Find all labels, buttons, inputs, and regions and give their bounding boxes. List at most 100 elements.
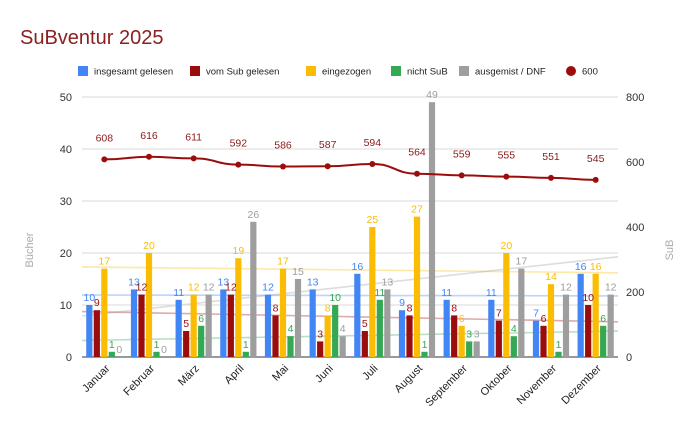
- bar-vom-sub-gelesen: [585, 305, 592, 357]
- data-label: 10: [83, 292, 95, 304]
- x-tick-label: August: [392, 363, 425, 396]
- line-point: [503, 173, 510, 180]
- data-label: 13: [381, 276, 393, 288]
- data-label: 3: [466, 328, 472, 340]
- bar-insgesamt-gelesen: [309, 289, 316, 357]
- bar-ausgemist-dnf: [250, 221, 257, 357]
- data-label: 1: [109, 339, 115, 351]
- line-data-label: 555: [498, 150, 516, 162]
- data-label: 27: [411, 204, 423, 216]
- line-point: [101, 156, 108, 163]
- data-label: 3: [474, 328, 480, 340]
- data-label: 20: [143, 240, 155, 252]
- data-label: 6: [600, 313, 606, 325]
- data-label: 7: [533, 308, 539, 320]
- bar-insgesamt-gelesen: [532, 320, 540, 357]
- legend-label: insgesamt gelesen: [94, 67, 173, 78]
- trendlines: [81, 256, 619, 342]
- bar-nicht-sub: [510, 336, 517, 357]
- data-label: 8: [325, 302, 331, 314]
- bar-ausgemist-dnf: [294, 279, 302, 357]
- bar-vom-sub-gelesen: [138, 294, 145, 357]
- data-label: 16: [575, 261, 587, 273]
- line-point: [280, 163, 286, 170]
- x-tick-label: Oktober: [478, 362, 514, 398]
- legend-label: ausgemist / DNF: [475, 67, 546, 78]
- line-data-label: 551: [542, 151, 560, 163]
- data-label: 25: [366, 214, 378, 226]
- line-point: [369, 160, 376, 167]
- line-point: [146, 153, 152, 160]
- data-label: 15: [292, 266, 304, 278]
- data-label: 11: [173, 287, 184, 299]
- bar-ausgemist-dnf: [607, 294, 614, 357]
- data-label: 9: [94, 297, 100, 309]
- bar-nicht-sub: [153, 351, 160, 357]
- line-data-label: 564: [408, 147, 426, 159]
- data-label: 3: [317, 328, 323, 340]
- legend-swatch: [391, 66, 401, 76]
- data-label: 26: [247, 209, 259, 221]
- bar-nicht-sub: [198, 325, 205, 357]
- data-label: 12: [262, 282, 274, 294]
- data-label: 11: [441, 287, 452, 299]
- data-label: 13: [128, 276, 140, 288]
- bar-ausgemist-dnf: [339, 336, 346, 357]
- bar-eingezogen: [503, 253, 510, 357]
- bar-vom-sub-gelesen: [361, 331, 368, 357]
- bar-vom-sub-gelesen: [451, 315, 458, 357]
- bar-ausgemist-dnf: [205, 294, 212, 357]
- y-tick-label: 20: [60, 248, 72, 260]
- y-tick-label: 40: [60, 144, 72, 156]
- line-series-path: [104, 155, 596, 181]
- bar-eingezogen: [324, 315, 331, 357]
- data-label: 17: [277, 256, 289, 268]
- line-data-label: 611: [185, 131, 202, 143]
- bar-vom-sub-gelesen: [406, 315, 413, 357]
- legend-label: vom Sub gelesen: [206, 67, 279, 78]
- data-label: 1: [556, 339, 562, 351]
- line-data-label: 559: [453, 148, 471, 160]
- line-point: [548, 174, 554, 181]
- y2-tick-label: 600: [626, 157, 644, 169]
- data-label: 4: [340, 323, 346, 335]
- x-tick-label: Mai: [270, 363, 291, 384]
- data-label: 0: [116, 344, 122, 356]
- legend-swatch: [190, 66, 200, 76]
- x-tick-label: November: [515, 362, 560, 407]
- line-data-label: 586: [274, 140, 292, 152]
- bar-nicht-sub: [600, 325, 607, 357]
- trendline: [81, 330, 619, 342]
- data-label: 49: [426, 89, 438, 101]
- data-label: 10: [582, 292, 594, 304]
- data-label: 14: [545, 271, 557, 283]
- y2-tick-label: 0: [626, 352, 632, 364]
- data-label: 8: [451, 302, 457, 314]
- legend-label: eingezogen: [322, 67, 371, 78]
- data-label: 6: [459, 313, 465, 325]
- bar-vom-sub-gelesen: [183, 331, 190, 357]
- line-data-label: 608: [96, 132, 114, 144]
- data-label: 12: [203, 282, 215, 294]
- bar-vom-sub-gelesen: [317, 341, 324, 357]
- bar-vom-sub-gelesen: [93, 310, 100, 357]
- line-point: [324, 163, 331, 170]
- data-label: 16: [590, 261, 602, 273]
- legend-swatch: [459, 66, 469, 76]
- legend-swatch: [306, 66, 316, 76]
- bar-eingezogen: [592, 273, 599, 357]
- bar-insgesamt-gelesen: [264, 294, 272, 357]
- legend-label: 600: [582, 67, 598, 78]
- legend-label: nicht SuB: [407, 67, 448, 78]
- bar-vom-sub-gelesen: [540, 325, 547, 357]
- line-point: [190, 155, 197, 162]
- y-tick-label: 50: [60, 92, 72, 104]
- trendline: [81, 310, 619, 323]
- data-label: 10: [329, 292, 341, 304]
- x-tick-label: Juli: [360, 363, 380, 383]
- bar-nicht-sub: [242, 351, 249, 357]
- legend-swatch: [78, 66, 88, 76]
- data-label: 8: [273, 302, 279, 314]
- bar-ausgemist-dnf: [562, 294, 570, 357]
